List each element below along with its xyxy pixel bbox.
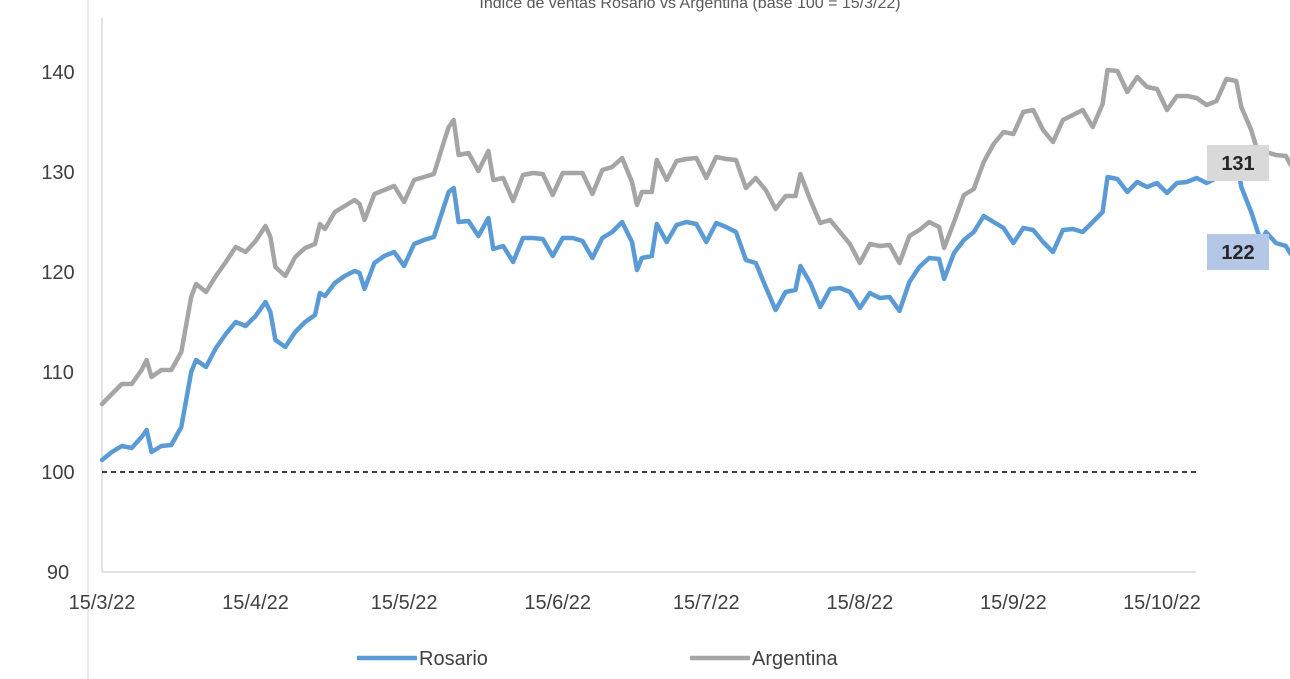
legend-label-rosario: Rosario <box>419 648 488 670</box>
end-label-bg-rosario <box>1207 234 1269 270</box>
end-label-argentina: 131 <box>1221 153 1254 175</box>
x-tick-label: 15/3/22 <box>69 592 136 614</box>
x-tick-label: 15/4/22 <box>222 592 289 614</box>
legend-label-argentina: Argentina <box>752 648 838 670</box>
x-tick-label: 15/8/22 <box>826 592 893 614</box>
y-tick-label: 100 <box>41 462 74 484</box>
end-labels-group: 131 122 <box>1207 145 1269 270</box>
chart-title: Índice de ventas Rosario vs Argentina (b… <box>479 0 900 12</box>
x-tick-label: 15/7/22 <box>673 592 740 614</box>
y-tick-label: 120 <box>41 262 74 284</box>
x-tick-label: 15/9/22 <box>980 592 1047 614</box>
x-axis: 15/3/22 15/4/22 15/5/22 15/6/22 15/7/22 15/8/… <box>69 571 1201 614</box>
y-axis: 90 100 110 120 130 140 <box>41 18 103 584</box>
x-tick-label: 15/6/22 <box>524 592 591 614</box>
y-tick-label: 90 <box>47 562 69 584</box>
x-tick-label: 15/10/22 <box>1123 592 1201 614</box>
y-tick-label: 130 <box>41 162 74 184</box>
end-label-bg-argentina <box>1207 145 1269 181</box>
x-tick-label: 15/5/22 <box>371 592 438 614</box>
series-group <box>99 67 1290 463</box>
legend: Rosario Argentina <box>357 648 838 670</box>
y-tick-label: 140 <box>41 62 74 84</box>
end-label-rosario: 122 <box>1221 242 1254 264</box>
series-line-rosario <box>99 155 1290 463</box>
y-tick-label: 110 <box>42 362 74 384</box>
series-line-argentina <box>99 67 1290 407</box>
